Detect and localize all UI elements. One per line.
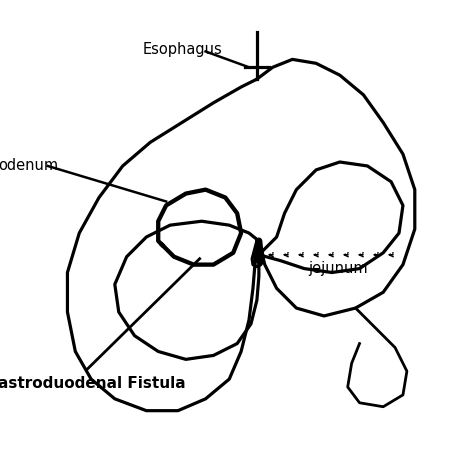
Text: Esophagus: Esophagus xyxy=(142,42,222,57)
Text: astroduodenal Fistula: astroduodenal Fistula xyxy=(0,375,186,391)
Text: odenum: odenum xyxy=(0,158,58,173)
Text: jejunum: jejunum xyxy=(308,261,368,276)
